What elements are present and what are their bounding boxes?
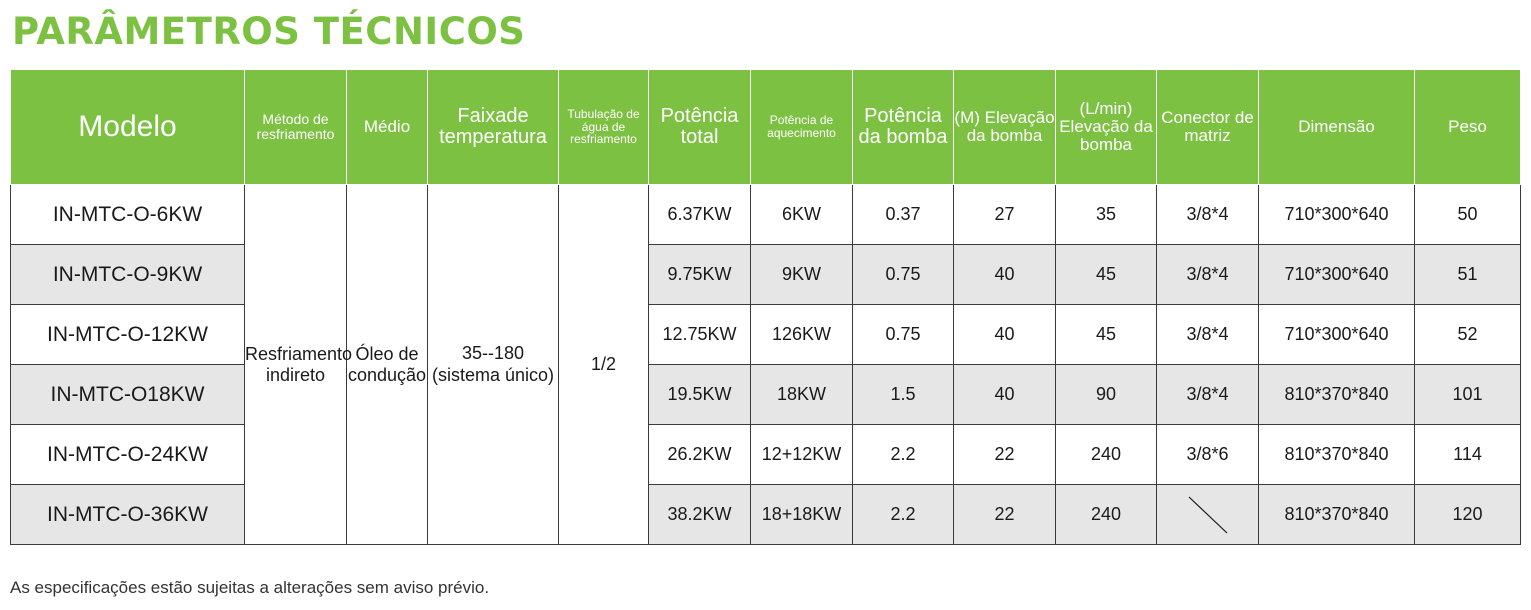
cell-faixa: 35--180 (sistema único)	[427, 184, 559, 545]
table-header: Modelo Método de resfriamento Médio Faix…	[10, 69, 1521, 185]
cell-peso: 101	[1414, 364, 1521, 425]
cell-dimensao: 810*370*840	[1258, 364, 1415, 425]
cell-potencia-aquecimento: 12+12KW	[750, 424, 853, 485]
cell-elevacao-l: 35	[1055, 184, 1157, 245]
cell-potencia-total: 6.37KW	[648, 184, 751, 245]
spec-table: Modelo Método de resfriamento Médio Faix…	[10, 69, 1521, 545]
cell-conector: 3/8*4	[1156, 184, 1259, 245]
col-header-elevacao-l: (L/min) Elevação da bomba	[1055, 69, 1157, 185]
cell-dimensao: 710*300*640	[1258, 244, 1415, 305]
cell-elevacao-l: 90	[1055, 364, 1157, 425]
cell-model: IN-MTC-O-12KW	[10, 304, 245, 365]
cell-metodo: Resfriamento indireto	[244, 184, 352, 545]
cell-tubulacao: 1/2	[558, 184, 649, 545]
cell-model: IN-MTC-O-24KW	[10, 424, 245, 485]
table-body: IN-MTC-O-6KW Resfriamento indireto Óleo …	[10, 184, 1521, 545]
table-row: IN-MTC-O18KW 19.5KW 18KW 1.5 40 90 3/8*4…	[10, 364, 1521, 425]
col-header-dimensao: Dimensão	[1258, 69, 1415, 185]
col-header-metodo: Método de resfriamento	[244, 69, 347, 185]
col-header-potencia-aquecimento: Potência de aquecimento	[750, 69, 853, 185]
cell-potencia-total: 19.5KW	[648, 364, 751, 425]
cell-elevacao-m: 22	[953, 424, 1056, 485]
cell-potencia-aquecimento: 18+18KW	[750, 484, 853, 545]
cell-peso: 51	[1414, 244, 1521, 305]
cell-conector-empty	[1156, 484, 1259, 545]
cell-potencia-total: 9.75KW	[648, 244, 751, 305]
table-row: IN-MTC-O-36KW 38.2KW 18+18KW 2.2 22 240 …	[10, 484, 1521, 545]
cell-peso: 50	[1414, 184, 1521, 245]
cell-potencia-bomba: 2.2	[852, 424, 954, 485]
col-header-conector: Conector de matriz	[1156, 69, 1259, 185]
cell-potencia-bomba: 0.75	[852, 304, 954, 365]
cell-elevacao-m: 27	[953, 184, 1056, 245]
cell-potencia-total: 12.75KW	[648, 304, 751, 365]
col-header-elevacao-m: (M) Elevação da bomba	[953, 69, 1056, 185]
cell-conector: 3/8*4	[1156, 244, 1259, 305]
cell-potencia-bomba: 1.5	[852, 364, 954, 425]
cell-medio: Óleo de condução	[346, 184, 428, 545]
cell-potencia-aquecimento: 6KW	[750, 184, 853, 245]
cell-model: IN-MTC-O-9KW	[10, 244, 245, 305]
table-row: IN-MTC-O-24KW 26.2KW 12+12KW 2.2 22 240 …	[10, 424, 1521, 485]
cell-conector: 3/8*6	[1156, 424, 1259, 485]
col-header-medio: Médio	[346, 69, 428, 185]
cell-conector: 3/8*4	[1156, 304, 1259, 365]
cell-elevacao-l: 240	[1055, 484, 1157, 545]
col-header-potencia-total: Potência total	[648, 69, 751, 185]
cell-dimensao: 810*370*840	[1258, 484, 1415, 545]
cell-model: IN-MTC-O18KW	[10, 364, 245, 425]
header-row: Modelo Método de resfriamento Médio Faix…	[10, 69, 1521, 185]
cell-elevacao-m: 22	[953, 484, 1056, 545]
cell-elevacao-l: 240	[1055, 424, 1157, 485]
cell-potencia-bomba: 0.75	[852, 244, 954, 305]
cell-elevacao-l: 45	[1055, 304, 1157, 365]
cell-elevacao-m: 40	[953, 364, 1056, 425]
cell-elevacao-m: 40	[953, 304, 1056, 365]
table-row: IN-MTC-O-6KW Resfriamento indireto Óleo …	[10, 184, 1521, 545]
cell-potencia-aquecimento: 18KW	[750, 364, 853, 425]
cell-model: IN-MTC-O-36KW	[10, 484, 245, 545]
cell-potencia-total: 38.2KW	[648, 484, 751, 545]
table-row: IN-MTC-O-12KW 12.75KW 126KW 0.75 40 45 3…	[10, 304, 1521, 365]
cell-potencia-bomba: 2.2	[852, 484, 954, 545]
diagonal-line-icon	[1188, 496, 1227, 533]
col-header-tubulacao: Tubulação de água de resfriamento	[558, 69, 649, 185]
cell-potencia-aquecimento: 126KW	[750, 304, 853, 365]
cell-potencia-aquecimento: 9KW	[750, 244, 853, 305]
cell-potencia-total: 26.2KW	[648, 424, 751, 485]
cell-conector: 3/8*4	[1156, 364, 1259, 425]
cell-elevacao-m: 40	[953, 244, 1056, 305]
cell-dimensao: 710*300*640	[1258, 184, 1415, 245]
cell-dimensao: 810*370*840	[1258, 424, 1415, 485]
cell-peso: 52	[1414, 304, 1521, 365]
disclaimer-note: As especificações estão sujeitas a alter…	[10, 578, 490, 597]
cell-elevacao-l: 45	[1055, 244, 1157, 305]
col-header-faixa: Faixade temperatura	[427, 69, 559, 185]
page-title: PARÂMETROS TÉCNICOS	[12, 10, 526, 53]
cell-potencia-bomba: 0.37	[852, 184, 954, 245]
table-row: IN-MTC-O-9KW 9.75KW 9KW 0.75 40 45 3/8*4…	[10, 244, 1521, 305]
cell-peso: 114	[1414, 424, 1521, 485]
col-header-peso: Peso	[1414, 69, 1521, 185]
col-header-potencia-bomba: Potência da bomba	[852, 69, 954, 185]
cell-dimensao: 710*300*640	[1258, 304, 1415, 365]
cell-model: IN-MTC-O-6KW	[10, 184, 245, 245]
cell-peso: 120	[1414, 484, 1521, 545]
col-header-modelo: Modelo	[10, 69, 245, 185]
